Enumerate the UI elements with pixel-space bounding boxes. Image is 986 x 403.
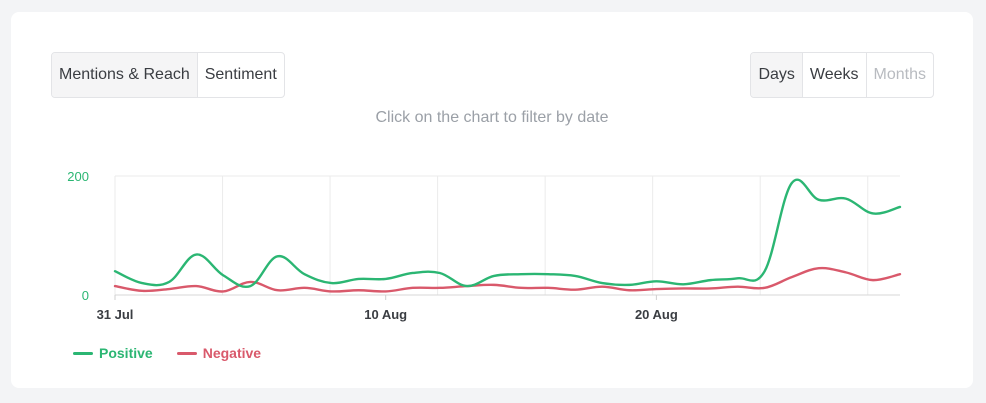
grid-layer: [114, 175, 900, 296]
data-point-negative[interactable]: [300, 284, 308, 292]
data-point-positive[interactable]: [679, 280, 687, 288]
data-point-negative[interactable]: [734, 283, 742, 291]
data-point-negative[interactable]: [517, 284, 525, 292]
period-weeks-button[interactable]: Weeks: [801, 53, 866, 97]
data-point-positive[interactable]: [815, 196, 823, 204]
data-point-negative[interactable]: [652, 285, 660, 293]
data-point-positive[interactable]: [625, 281, 633, 289]
data-point-positive[interactable]: [571, 272, 579, 280]
data-point-negative[interactable]: [165, 285, 173, 293]
legend-item-negative[interactable]: Negative: [176, 345, 262, 361]
data-point-positive[interactable]: [869, 209, 877, 217]
y-tick-label: 200: [67, 169, 89, 184]
data-point-negative[interactable]: [219, 287, 227, 295]
data-point-negative[interactable]: [355, 286, 363, 294]
data-point-positive[interactable]: [734, 274, 742, 282]
period-months-button[interactable]: Months: [865, 53, 933, 97]
data-point-positive[interactable]: [382, 275, 390, 283]
data-point-positive[interactable]: [300, 270, 308, 278]
data-point-negative[interactable]: [138, 287, 146, 295]
data-point-positive[interactable]: [652, 277, 660, 285]
data-point-positive[interactable]: [544, 270, 552, 278]
data-point-positive[interactable]: [328, 279, 336, 287]
chart-card: Mentions & Reach Sentiment Days Weeks Mo…: [11, 12, 973, 388]
data-point-positive[interactable]: [517, 270, 525, 278]
x-tick-label: 31 Jul: [97, 307, 134, 322]
data-point-negative[interactable]: [273, 286, 281, 294]
data-point-positive[interactable]: [355, 275, 363, 283]
data-point-positive[interactable]: [707, 276, 715, 284]
data-point-positive[interactable]: [192, 251, 200, 259]
series-layer: [111, 178, 904, 295]
data-point-positive[interactable]: [436, 269, 444, 277]
data-point-positive[interactable]: [490, 272, 498, 280]
data-point-positive[interactable]: [219, 271, 227, 279]
legend-swatch-negative: [176, 351, 197, 355]
period-days-button[interactable]: Days: [751, 53, 802, 97]
data-point-positive[interactable]: [842, 195, 850, 203]
x-tick-label: 20 Aug: [635, 307, 678, 322]
data-point-positive[interactable]: [409, 269, 417, 277]
legend-label-negative: Negative: [202, 345, 262, 361]
legend-swatch-positive: [73, 351, 93, 355]
data-point-positive[interactable]: [896, 203, 904, 211]
data-point-negative[interactable]: [788, 273, 796, 281]
axis-layer: 0 200 31 Jul 10 Aug 20 Aug: [67, 169, 678, 322]
data-point-negative[interactable]: [544, 284, 552, 292]
legend-item-positive[interactable]: Positive: [73, 345, 153, 361]
data-point-positive[interactable]: [761, 267, 769, 275]
tab-mentions-reach[interactable]: Mentions & Reach: [52, 53, 197, 97]
legend-label-positive: Positive: [99, 345, 153, 361]
data-point-positive[interactable]: [598, 279, 606, 287]
series-line-positive[interactable]: [113, 178, 902, 289]
data-point-negative[interactable]: [436, 284, 444, 292]
data-point-positive[interactable]: [138, 279, 146, 287]
data-point-negative[interactable]: [571, 286, 579, 294]
data-point-positive[interactable]: [788, 179, 796, 187]
data-point-negative[interactable]: [409, 284, 417, 292]
y-tick-label: 0: [82, 288, 89, 303]
tab-sentiment[interactable]: Sentiment: [196, 53, 284, 97]
data-point-negative[interactable]: [842, 268, 850, 276]
data-point-negative[interactable]: [328, 287, 336, 295]
data-point-negative[interactable]: [761, 284, 769, 292]
chart-hint: Click on the chart to filter by date: [375, 109, 609, 126]
chart-legend: Positive Negative: [73, 345, 261, 361]
data-point-negative[interactable]: [707, 284, 715, 292]
data-point-negative[interactable]: [192, 282, 200, 290]
data-point-positive[interactable]: [273, 252, 281, 260]
data-point-positive[interactable]: [463, 282, 471, 290]
data-point-negative[interactable]: [111, 282, 119, 290]
metric-tab-group: Mentions & Reach Sentiment: [51, 52, 285, 98]
data-point-negative[interactable]: [896, 270, 904, 278]
data-point-positive[interactable]: [111, 267, 119, 275]
data-point-positive[interactable]: [246, 282, 254, 290]
series-line-negative[interactable]: [113, 266, 902, 293]
data-point-negative[interactable]: [382, 287, 390, 295]
data-point-negative[interactable]: [815, 264, 823, 272]
sentiment-line-chart[interactable]: 0 200 31 Jul 10 Aug 20 Aug: [11, 12, 973, 342]
data-point-positive[interactable]: [165, 278, 173, 286]
data-point-negative[interactable]: [869, 276, 877, 284]
x-tick-label: 10 Aug: [364, 307, 407, 322]
data-point-negative[interactable]: [490, 281, 498, 289]
period-toggle-group: Days Weeks Months: [750, 52, 934, 98]
